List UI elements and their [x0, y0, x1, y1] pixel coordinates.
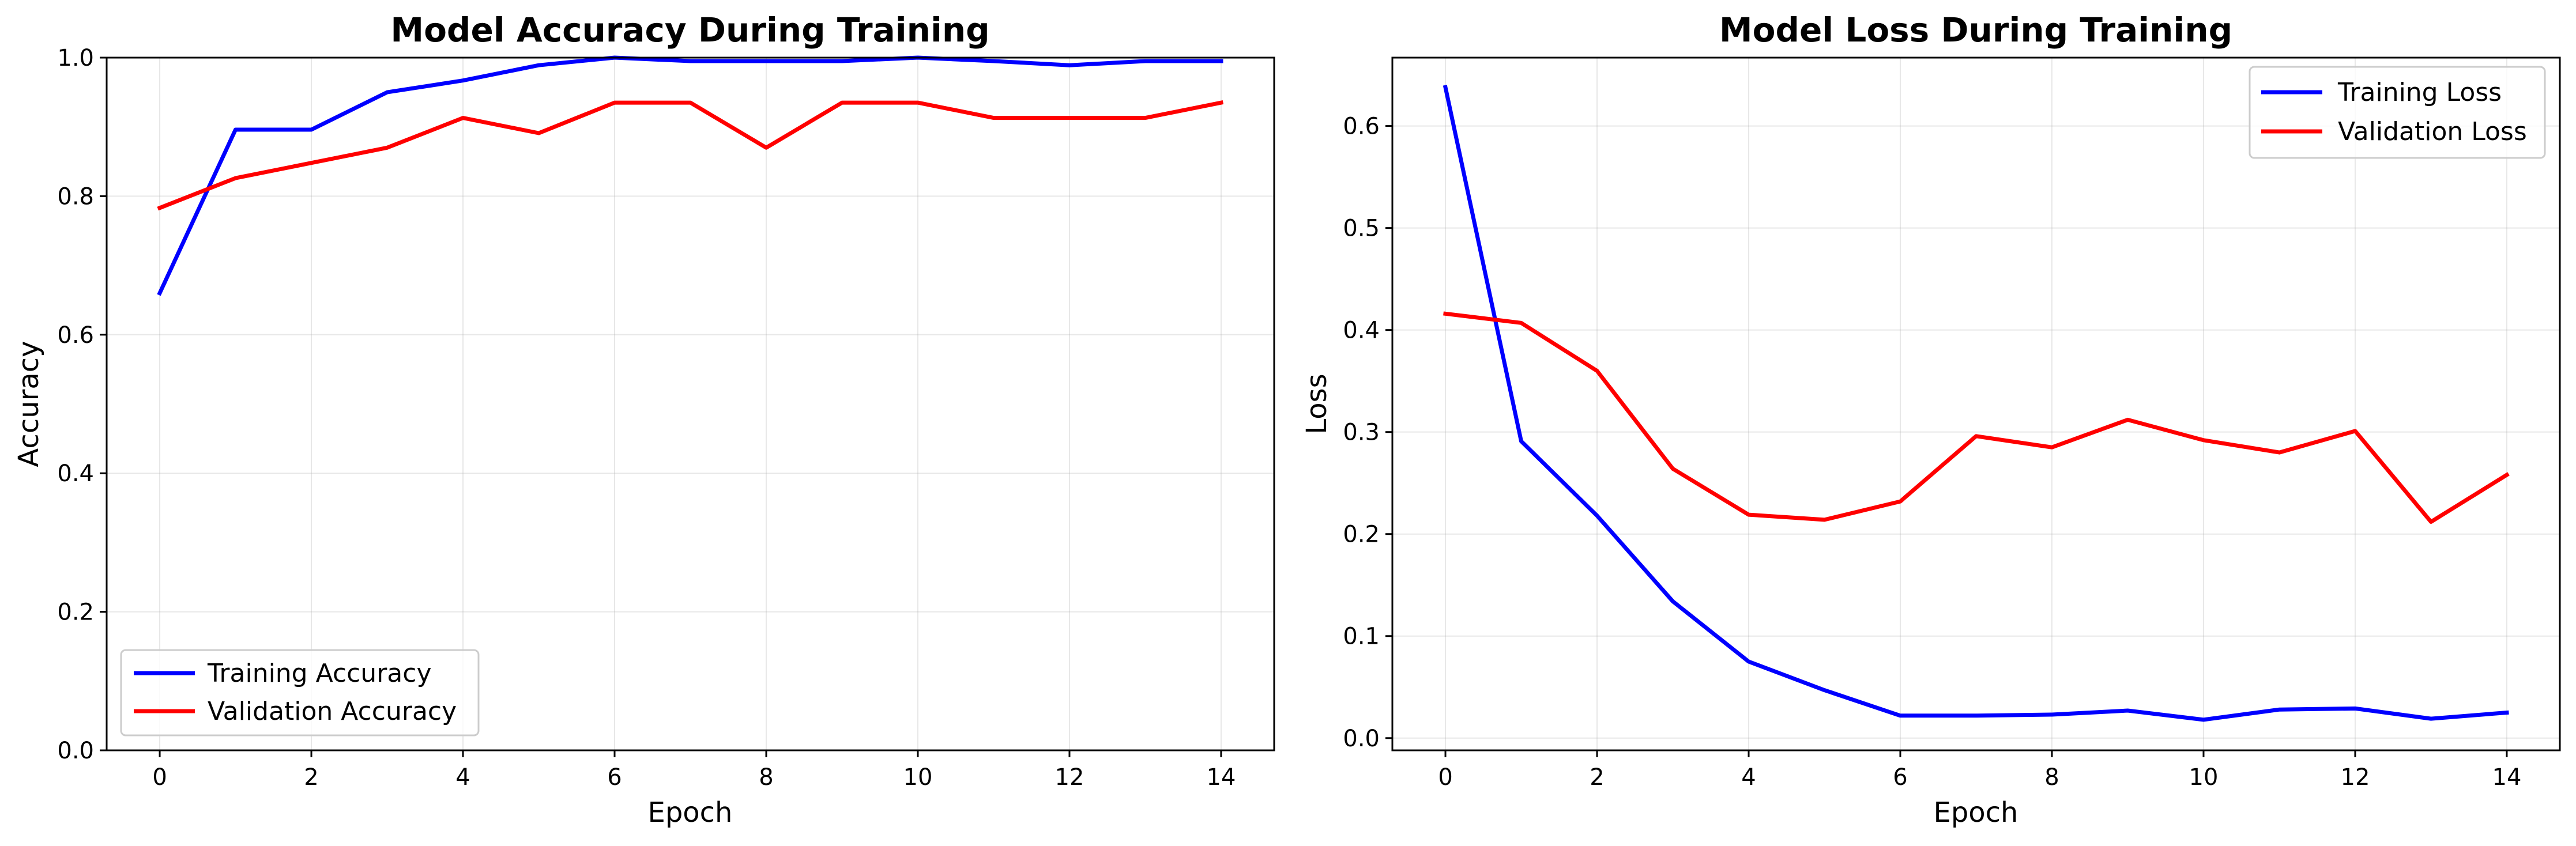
- loss-plot-frame: [1391, 56, 2561, 751]
- loss-series: [1443, 85, 2510, 722]
- loss-y-axis-label: Loss: [1301, 373, 1333, 434]
- loss-legend-label-training: Training Loss: [2337, 78, 2502, 107]
- loss-x-tick-label: 14: [2492, 764, 2522, 791]
- accuracy-y-tick-label: 0.0: [57, 738, 94, 764]
- accuracy-series-training-accuracy: [157, 55, 1223, 296]
- accuracy-x-tick-label: 10: [903, 764, 933, 791]
- loss-legend-box: [2249, 66, 2546, 159]
- loss-y-tick-label: 0.6: [1343, 114, 1380, 140]
- loss-chart-title: Model Loss During Training: [1719, 10, 2232, 50]
- loss-series-training-loss: [1443, 85, 2509, 722]
- accuracy-y-tick-label: 0.4: [57, 460, 94, 487]
- accuracy-legend-label-training: Training Accuracy: [207, 659, 431, 688]
- loss-y-tick-label: 0.3: [1343, 420, 1380, 446]
- loss-x-tick-label: 2: [1590, 764, 1604, 791]
- accuracy-x-axis-label: Epoch: [648, 796, 733, 829]
- accuracy-legend-box: [120, 649, 480, 737]
- accuracy-y-axis-label: Accuracy: [13, 341, 45, 467]
- accuracy-y-tick-label: 0.2: [57, 599, 94, 626]
- loss-y-tick-label: 0.2: [1343, 522, 1380, 548]
- accuracy-x-tick-label: 14: [1207, 764, 1236, 791]
- loss-y-tick-label: 0.1: [1343, 624, 1380, 650]
- accuracy-plot-frame: [106, 56, 1275, 751]
- loss-y-tick-label: 0.4: [1343, 318, 1380, 344]
- accuracy-x-tick-label: 2: [304, 764, 318, 791]
- accuracy-chart-title: Model Accuracy During Training: [390, 10, 989, 50]
- accuracy-chart: 0 2 4 6 8 10 12 14 0.0 0.2 0.4 0.6 0.8 1.0 Model Accu…: [13, 10, 1275, 829]
- loss-series-validation-loss: [1443, 311, 2510, 524]
- accuracy-x-tick-label: 8: [759, 764, 773, 791]
- accuracy-x-tick-label: 6: [607, 764, 622, 791]
- accuracy-y-tick-label: 0.8: [57, 183, 94, 210]
- accuracy-x-tick-label: 0: [152, 764, 167, 791]
- loss-x-tick-label: 10: [2189, 764, 2219, 791]
- accuracy-x-tick-label: 4: [455, 764, 470, 791]
- loss-legend[interactable]: Training Loss Validation Loss: [2249, 66, 2546, 159]
- loss-x-tick-label: 6: [1893, 764, 1907, 791]
- loss-grid: [1392, 58, 2560, 750]
- loss-chart: 0 2 4 6 8 10 12 14 0.0 0.1 0.2 0.3 0.4 0.5 0.6 Model L…: [1301, 10, 2561, 829]
- loss-legend-label-validation: Validation Loss: [2338, 117, 2527, 146]
- accuracy-legend-label-validation: Validation Accuracy: [208, 697, 457, 726]
- accuracy-ticks: 0 2 4 6 8 10 12 14 0.0 0.2 0.4 0.6 0.8 1.0: [57, 45, 1236, 791]
- loss-y-tick-label: 0.0: [1343, 726, 1380, 752]
- loss-x-tick-label: 12: [2341, 764, 2370, 791]
- loss-ticks: 0 2 4 6 8 10 12 14 0.0 0.1 0.2 0.3 0.4 0.5 0.6: [1343, 114, 2521, 791]
- loss-x-tick-label: 8: [2044, 764, 2059, 791]
- accuracy-y-tick-label: 0.6: [57, 322, 94, 349]
- accuracy-legend[interactable]: Training Accuracy Validation Accuracy: [120, 649, 480, 737]
- loss-x-tick-label: 4: [1741, 764, 1756, 791]
- accuracy-y-tick-label: 1.0: [57, 45, 94, 71]
- accuracy-x-tick-label: 12: [1055, 764, 1084, 791]
- accuracy-series: [157, 55, 1224, 296]
- loss-x-tick-label: 0: [1438, 764, 1452, 791]
- accuracy-series-validation-accuracy: [157, 100, 1224, 211]
- loss-y-tick-label: 0.5: [1343, 216, 1380, 242]
- loss-x-axis-label: Epoch: [1934, 796, 2018, 829]
